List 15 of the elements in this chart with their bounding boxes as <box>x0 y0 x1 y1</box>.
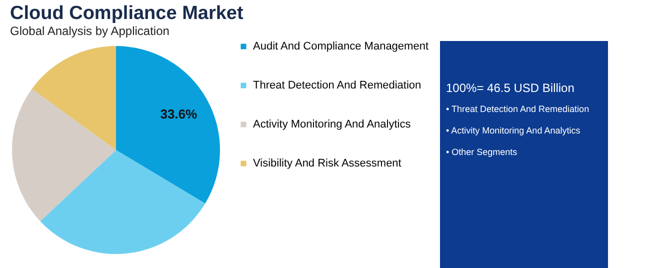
legend-label: Audit And Compliance Management <box>253 40 428 52</box>
pie-slice <box>12 88 116 222</box>
text: 100%= 46.5 USD Billion <box>446 80 574 95</box>
text: • Other Segments <box>446 146 518 157</box>
chart-title: Cloud Compliance Market <box>10 3 244 24</box>
legend-label: Activity Monitoring And Analytics <box>253 118 412 130</box>
text: • Activity Monitoring And Analytics <box>446 125 581 136</box>
legend-label: Visibility And Risk Assessment <box>253 158 402 170</box>
data-label: 33.6% <box>160 106 198 122</box>
chart-subtitle: Global Analysis by Application <box>10 24 170 38</box>
text: • Threat Detection And Remediation <box>446 104 590 114</box>
pie-slice <box>32 46 116 150</box>
legend-label: Threat Detection And Remediation <box>253 80 422 92</box>
pie-slice <box>116 46 220 204</box>
pie-slice <box>40 150 206 254</box>
